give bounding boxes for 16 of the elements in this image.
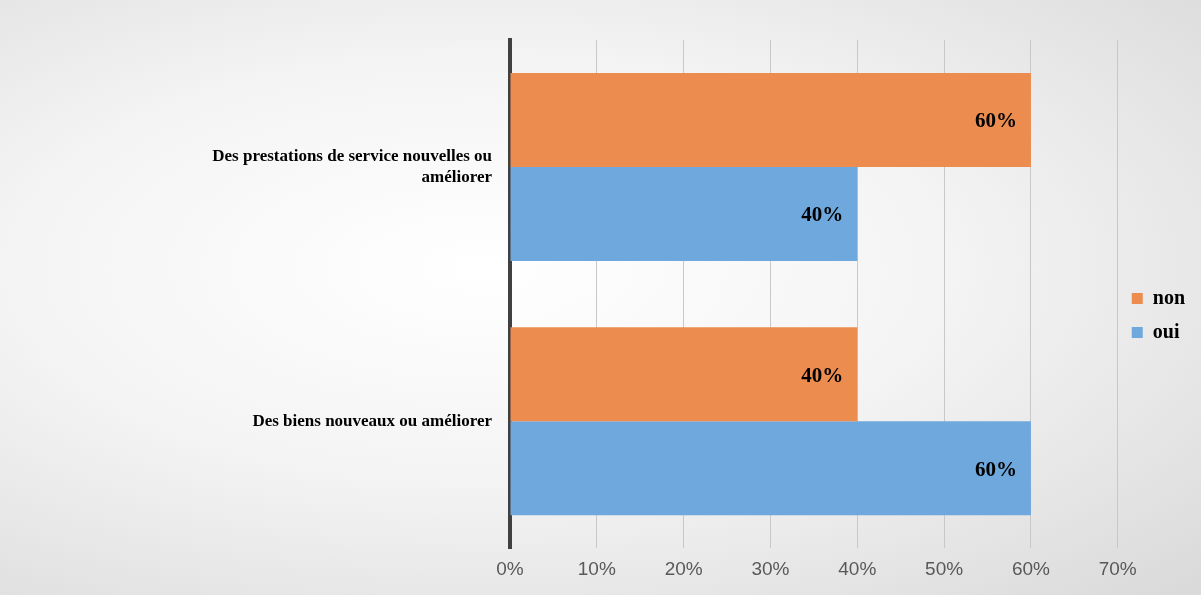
x-tick-label: 40%	[838, 557, 877, 579]
x-tick-label: 50%	[925, 557, 964, 579]
x-tick-label: 30%	[751, 557, 790, 579]
data-label: 60%	[974, 456, 1017, 481]
x-tick-label: 10%	[577, 557, 616, 579]
legend-label: oui	[1152, 319, 1180, 342]
data-label: 60%	[974, 108, 1017, 133]
data-label: 40%	[801, 202, 844, 227]
x-tick-label: 20%	[664, 557, 703, 579]
data-label: 40%	[801, 362, 844, 387]
y-tick-label: Des biens nouveaux ou améliorer	[252, 410, 493, 430]
legend-label: non	[1152, 285, 1185, 308]
x-tick-label: 70%	[1098, 557, 1137, 579]
x-tick-label: 0%	[496, 557, 524, 579]
y-tick-label: Des prestations de service nouvelles ou améliorer	[212, 146, 493, 186]
x-tick-label: 60%	[1011, 557, 1051, 579]
